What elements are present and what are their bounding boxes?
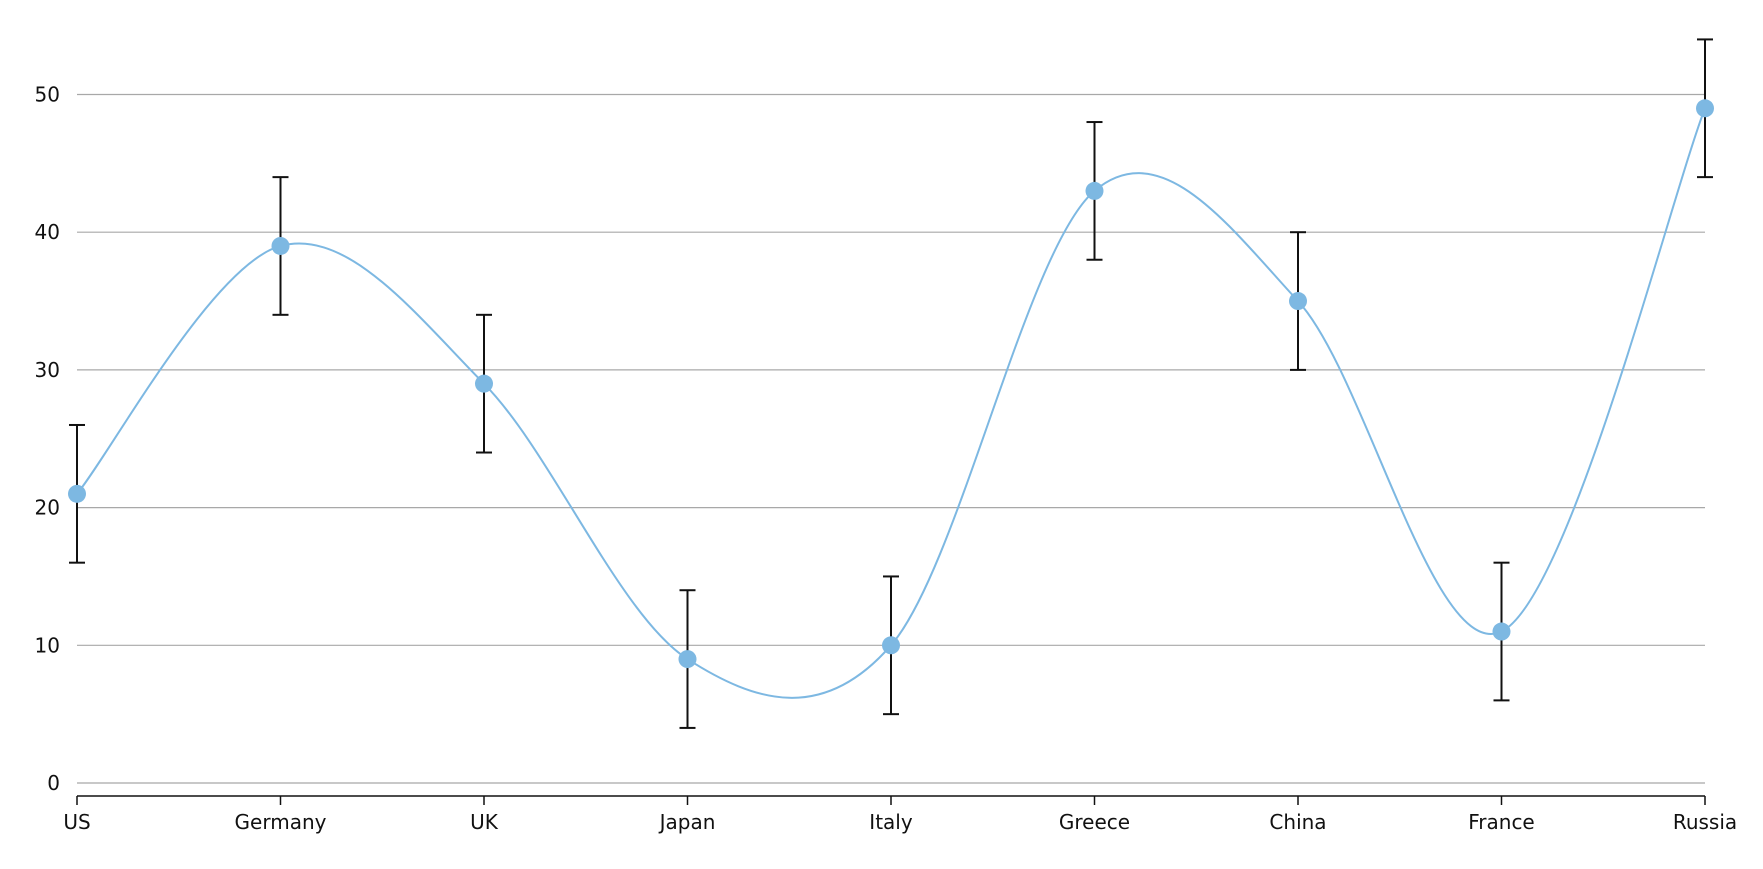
y-tick-label: 40	[35, 220, 60, 244]
data-point[interactable]	[68, 484, 86, 503]
x-axis	[76, 795, 1706, 805]
y-axis-tick-labels: 0 10 20 30 40 50	[35, 83, 60, 796]
x-tick-label: US	[63, 810, 90, 834]
y-tick-label: 10	[35, 633, 60, 657]
data-point[interactable]	[475, 374, 493, 393]
data-point[interactable]	[882, 636, 900, 655]
data-points	[68, 99, 1714, 669]
x-tick-label: Germany	[235, 810, 327, 834]
series-line-path	[76, 107, 1706, 699]
x-tick-label: Italy	[869, 810, 913, 834]
data-point[interactable]	[1492, 622, 1511, 641]
x-tick-label: Russia	[1673, 810, 1737, 834]
y-tick-label: 20	[35, 496, 60, 520]
x-tick-label: UK	[470, 810, 499, 834]
y-tick-label: 30	[35, 358, 60, 382]
grid-lines	[77, 93, 1705, 784]
data-point[interactable]	[1696, 99, 1714, 118]
x-tick-label: France	[1468, 810, 1535, 834]
x-tick-label: Japan	[658, 810, 716, 834]
error-bars	[69, 38, 1713, 729]
x-tick-label: China	[1269, 810, 1326, 834]
data-point[interactable]	[1289, 292, 1307, 311]
x-axis-tick-labels: US Germany UK Japan Italy Greece China France Ru…	[63, 810, 1737, 834]
x-tick-label: Greece	[1059, 810, 1130, 834]
data-point[interactable]	[1085, 181, 1104, 200]
series-line	[76, 107, 1706, 699]
data-point[interactable]	[271, 236, 290, 255]
y-tick-label: 50	[35, 83, 60, 107]
y-tick-label: 0	[47, 771, 60, 795]
data-point[interactable]	[678, 650, 697, 669]
